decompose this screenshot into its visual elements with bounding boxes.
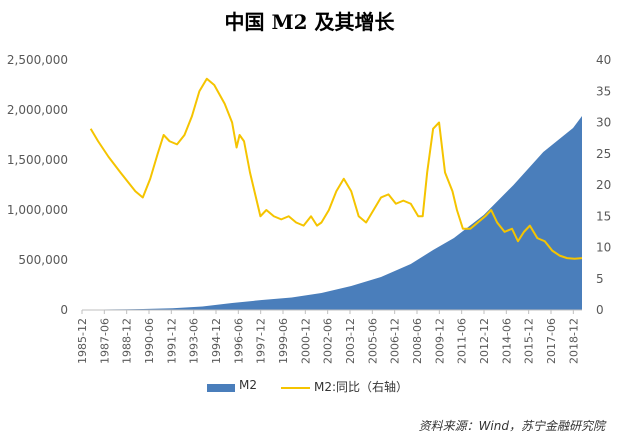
right-tick-label: 25 (596, 147, 611, 161)
right-tick-label: 10 (596, 241, 611, 255)
right-tick-label: 40 (596, 53, 611, 67)
right-tick-label: 35 (596, 84, 611, 98)
x-tick-label: 2009-12 (433, 318, 446, 364)
x-tick-label: 1991-12 (165, 318, 178, 364)
x-tick-label: 2006-12 (389, 318, 402, 364)
legend-swatch-m2 (207, 384, 235, 392)
x-tick-label: 2012-12 (478, 318, 491, 364)
m2-area-layer (82, 116, 582, 310)
x-tick-label: 2017-06 (545, 318, 558, 364)
x-tick-label: 1990-06 (143, 318, 156, 364)
m2-area (82, 116, 582, 310)
x-tick-label: 1994-12 (210, 318, 223, 364)
legend-label-m2: M2 (239, 378, 257, 392)
x-tick-label: 2002-06 (322, 318, 335, 364)
x-tick-label: 1985-12 (76, 318, 89, 364)
x-tick-label: 2003-12 (344, 318, 357, 364)
m2-yoy-line (89, 77, 583, 260)
x-tick-label: 2008-06 (411, 318, 424, 364)
right-tick-label: 20 (596, 178, 611, 192)
left-tick-label: 500,000 (18, 253, 68, 267)
left-tick-label: 2,000,000 (7, 103, 68, 117)
left-tick-label: 0 (60, 303, 68, 317)
x-tick-label: 2005-06 (366, 318, 379, 364)
x-tick-label: 1993-06 (188, 318, 201, 364)
right-axis-ticks: 0 5 10 15 20 25 30 35 40 (596, 53, 611, 317)
x-tick-label: 2015-12 (523, 318, 536, 364)
x-tick-label: 1999-06 (277, 318, 290, 364)
right-tick-label: 15 (596, 209, 611, 223)
right-tick-label: 30 (596, 116, 611, 130)
x-tick-label: 2011-06 (456, 318, 469, 364)
right-tick-label: 0 (596, 303, 604, 317)
x-axis-ticks: 1985-12 1987-06 1988-12 1990-06 1991-12 1993-… (76, 310, 580, 364)
x-tick-label: 2000-12 (299, 318, 312, 364)
x-tick-label: 1996-06 (232, 318, 245, 364)
x-tick-label: 1988-12 (121, 318, 134, 364)
left-axis-ticks: 0 500,000 1,000,000 1,500,000 2,000,000 2,500… (7, 53, 68, 317)
x-tick-label: 2018-12 (567, 318, 580, 364)
legend-swatches (207, 384, 310, 392)
x-tick-label: 1987-06 (98, 318, 111, 364)
x-tick-label: 1997-12 (255, 318, 268, 364)
m2-yoy-line-layer (89, 77, 583, 260)
legend-label-m2-yoy: M2:同比（右轴） (314, 380, 409, 394)
left-tick-label: 1,500,000 (7, 153, 68, 167)
source-note: 资料来源：Wind，苏宁金融研究院 (418, 419, 605, 433)
x-tick-label: 2014-06 (500, 318, 513, 364)
chart-title: 中国 M2 及其增长 (224, 10, 395, 34)
right-tick-label: 5 (596, 272, 604, 286)
left-tick-label: 1,000,000 (7, 203, 68, 217)
left-tick-label: 2,500,000 (7, 53, 68, 67)
